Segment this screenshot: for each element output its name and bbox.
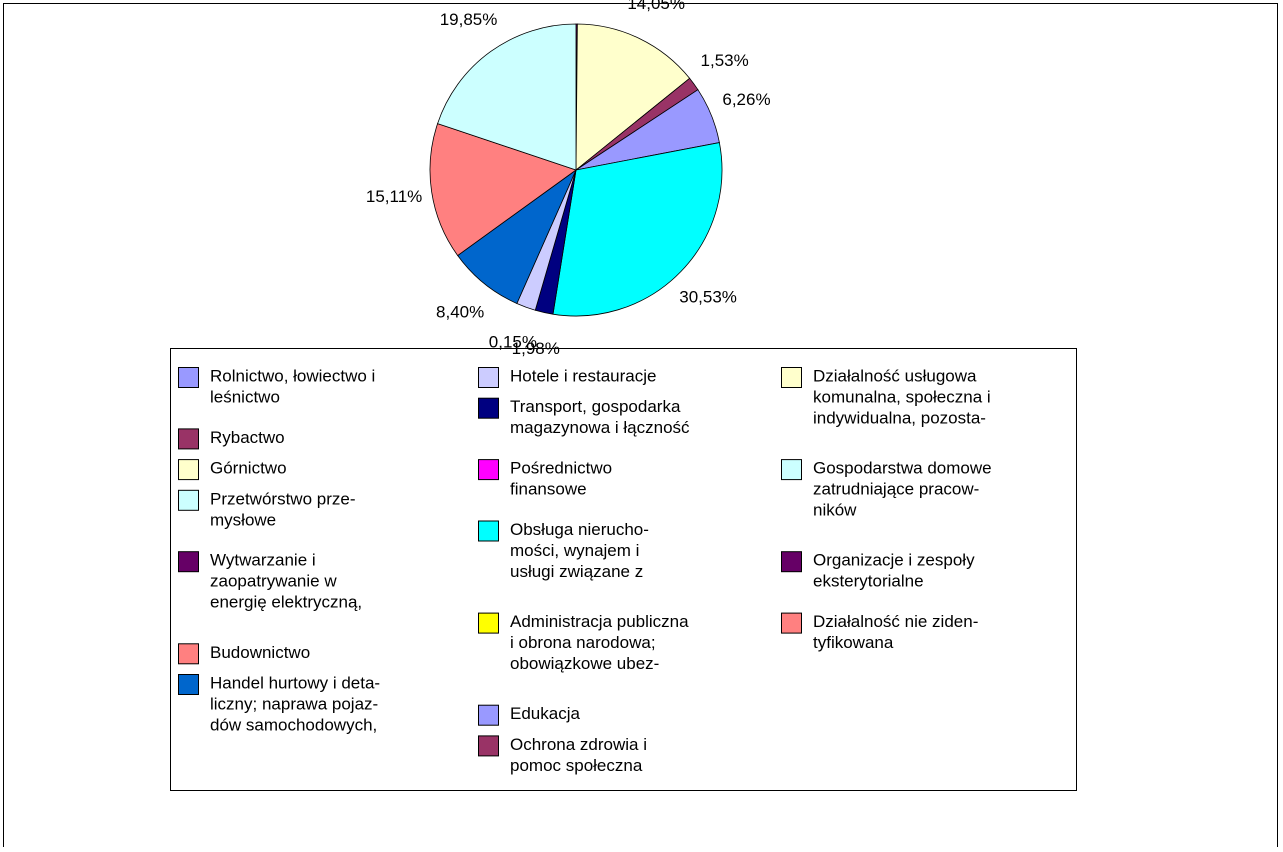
data-label: 19,85% bbox=[440, 10, 498, 29]
pie-slice bbox=[437, 23, 577, 171]
legend-label: energię elektryczną, bbox=[210, 593, 362, 612]
legend-label: Hotele i restauracje bbox=[510, 366, 656, 385]
legend-label: usługi związane z bbox=[510, 562, 643, 581]
legend-label: Organizacje i zespoły bbox=[813, 551, 975, 570]
legend-swatch bbox=[178, 643, 199, 665]
legend-swatch bbox=[178, 428, 199, 450]
legend-label: Rolnictwo, łowiectwo i bbox=[210, 366, 375, 385]
legend-label: zatrudniające pracow- bbox=[813, 480, 979, 499]
legend-label: komunalna, społeczna i bbox=[813, 387, 991, 406]
legend-swatch bbox=[178, 489, 199, 511]
legend-label: Rybactwo bbox=[210, 428, 285, 447]
legend-label: ników bbox=[813, 501, 857, 520]
legend-swatch bbox=[478, 612, 499, 634]
legend-label: Działalność nie ziden- bbox=[813, 612, 978, 631]
legend-swatch bbox=[478, 459, 499, 481]
legend-swatch bbox=[178, 459, 199, 481]
data-label: 0,15% bbox=[489, 332, 537, 351]
legend-label: mysłowe bbox=[210, 510, 276, 529]
legend-label: zaopatrywanie w bbox=[210, 572, 337, 591]
legend-label: Administracja publiczna bbox=[510, 612, 689, 631]
legend-label: i obrona narodowa; bbox=[510, 633, 656, 652]
legend-label: Gospodarstwa domowe bbox=[813, 459, 992, 478]
legend-label: leśnictwo bbox=[210, 387, 280, 406]
legend-label: Handel hurtowy i deta- bbox=[210, 673, 380, 692]
legend-label: Pośrednictwo bbox=[510, 459, 612, 478]
legend-swatch bbox=[781, 551, 802, 573]
legend-label: Górnictwo bbox=[210, 459, 287, 478]
legend-swatch bbox=[478, 520, 499, 542]
legend-swatch bbox=[178, 551, 199, 573]
legend-label: Transport, gospodarka bbox=[510, 397, 681, 416]
legend-label: Obsługa nierucho- bbox=[510, 520, 649, 539]
legend-swatch bbox=[781, 612, 802, 634]
legend-label: magazynowa i łączność bbox=[510, 418, 690, 437]
legend-label: liczny; naprawa pojaz- bbox=[210, 694, 378, 713]
legend-label: Budownictwo bbox=[210, 643, 310, 662]
legend-swatch bbox=[478, 367, 499, 388]
legend-swatch bbox=[178, 367, 199, 388]
data-label: 8,40% bbox=[436, 302, 484, 321]
legend-label: pomoc społeczna bbox=[510, 756, 643, 775]
legend-label: dów samochodowych, bbox=[210, 715, 377, 734]
legend-label: Działalność usługowa bbox=[813, 366, 977, 385]
data-label: 1,98% bbox=[512, 339, 560, 358]
legend-label: indywidualna, pozosta- bbox=[813, 408, 986, 427]
data-label: 30,53% bbox=[679, 288, 737, 307]
legend-label: finansowe bbox=[510, 480, 587, 499]
legend-label: Wytwarzanie i bbox=[210, 551, 316, 570]
legend-label: Edukacja bbox=[510, 704, 580, 723]
pie-slice bbox=[429, 123, 577, 257]
pie-slice bbox=[575, 23, 691, 171]
legend-label: Ochrona zdrowia i bbox=[510, 735, 647, 754]
legend-label: eksterytorialne bbox=[813, 572, 924, 591]
legend-label: tyfikowana bbox=[813, 633, 894, 652]
legend-label: mości, wynajem i bbox=[510, 541, 639, 560]
data-label: 14,05% bbox=[627, 0, 685, 13]
legend-box bbox=[170, 348, 1077, 791]
legend-label: obowiązkowe ubez- bbox=[510, 654, 659, 673]
data-label: 6,26% bbox=[722, 90, 770, 109]
legend-label: Przetwórstwo prze- bbox=[210, 489, 355, 508]
data-label: 1,53% bbox=[701, 51, 749, 70]
legend-swatch bbox=[178, 674, 199, 695]
legend-swatch bbox=[781, 459, 802, 481]
legend-swatch bbox=[781, 367, 802, 388]
data-label: 15,11% bbox=[366, 187, 422, 206]
pie-slice bbox=[552, 142, 723, 317]
legend-swatch bbox=[478, 735, 499, 757]
legend-swatch bbox=[478, 397, 499, 419]
chart-border bbox=[3, 3, 1278, 852]
legend-swatch bbox=[478, 704, 499, 726]
